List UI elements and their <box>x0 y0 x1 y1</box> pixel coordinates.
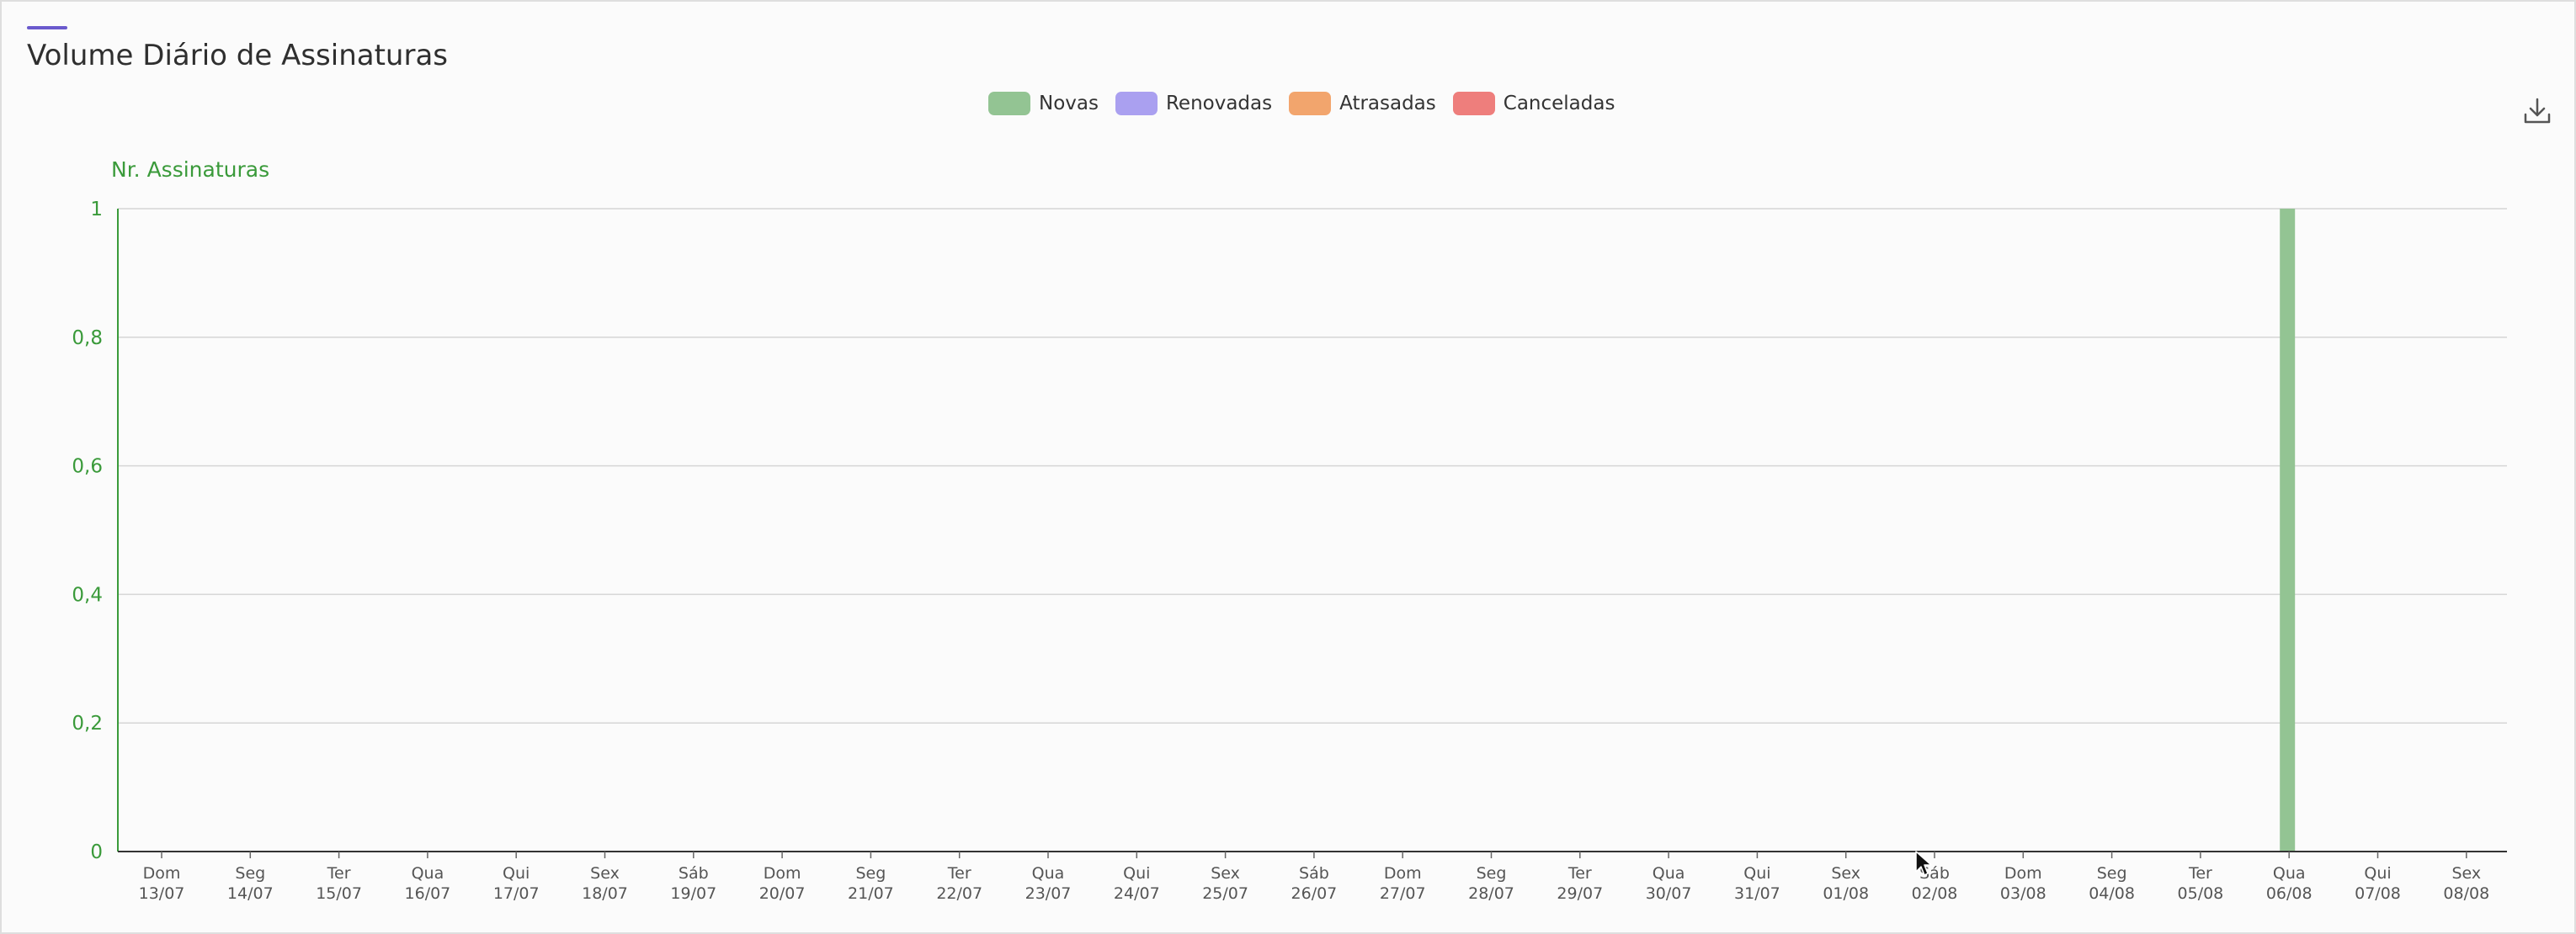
x-tick-label-date: 17/07 <box>493 884 540 903</box>
legend-swatch-novas <box>988 92 1030 115</box>
x-tick-label-date: 22/07 <box>936 884 982 903</box>
chart-title: Volume Diário de Assinaturas <box>27 39 448 72</box>
x-tick-label-day: Sáb <box>1299 864 1329 883</box>
x-tick-label-date: 31/07 <box>1734 884 1780 903</box>
title-accent-line <box>27 26 67 29</box>
x-tick-label-day: Qua <box>1032 864 1065 883</box>
x-tick-label-date: 26/07 <box>1291 884 1338 903</box>
x-tick-label-day: Sex <box>1211 864 1240 883</box>
x-tick-label-date: 19/07 <box>670 884 716 903</box>
y-tick-label: 0,8 <box>72 327 103 349</box>
chart-legend: Novas Renovadas Atrasadas Canceladas <box>988 89 1615 118</box>
x-tick-label-day: Sáb <box>679 864 709 883</box>
download-icon <box>2524 98 2551 124</box>
y-tick-label: 1 <box>90 199 103 220</box>
x-tick-label-date: 25/07 <box>1202 884 1248 903</box>
x-tick-label-day: Qua <box>1653 864 1685 883</box>
x-tick-label-date: 18/07 <box>582 884 628 903</box>
x-tick-label-day: Sex <box>1831 864 1860 883</box>
x-tick-label-day: Ter <box>327 864 351 883</box>
x-tick-label-date: 24/07 <box>1114 884 1160 903</box>
x-tick-label-date: 01/08 <box>1823 884 1869 903</box>
x-tick-label-day: Qui <box>1743 864 1770 883</box>
x-tick-label-day: Seg <box>2097 864 2127 883</box>
x-tick-label-date: 27/07 <box>1380 884 1426 903</box>
x-tick-label-date: 06/08 <box>2266 884 2313 903</box>
legend-item-renovadas[interactable]: Renovadas <box>1115 92 1272 115</box>
legend-swatch-atrasadas <box>1289 92 1332 115</box>
x-tick-label-date: 20/07 <box>759 884 806 903</box>
x-tick-label-date: 30/07 <box>1646 884 1692 903</box>
x-tick-label-day: Seg <box>855 864 886 883</box>
x-tick-label-day: Seg <box>235 864 265 883</box>
x-tick-label-date: 07/08 <box>2355 884 2401 903</box>
legend-item-canceladas[interactable]: Canceladas <box>1452 92 1615 115</box>
x-tick-label-day: Qua <box>412 864 444 883</box>
x-tick-label-day: Sex <box>590 864 620 883</box>
x-tick-label-day: Sáb <box>1919 864 1950 883</box>
y-tick-label: 0,2 <box>72 713 103 735</box>
y-tick-label: 0,4 <box>72 584 103 606</box>
x-tick-label-date: 28/07 <box>1468 884 1514 903</box>
x-tick-label-date: 14/07 <box>227 884 274 903</box>
legend-label-atrasadas: Atrasadas <box>1339 93 1436 114</box>
x-tick-label-day: Seg <box>1477 864 1507 883</box>
x-tick-label-date: 21/07 <box>848 884 894 903</box>
x-tick-label-date: 02/08 <box>1912 884 1958 903</box>
x-tick-label-day: Qui <box>2364 864 2391 883</box>
x-tick-label-date: 04/08 <box>2089 884 2135 903</box>
x-tick-label-day: Qua <box>2273 864 2306 883</box>
x-tick-label-date: 15/07 <box>316 884 362 903</box>
x-tick-label-date: 16/07 <box>405 884 451 903</box>
x-tick-label-date: 08/08 <box>2443 884 2489 903</box>
x-tick-label-date: 13/07 <box>139 884 185 903</box>
x-tick-label-day: Ter <box>1567 864 1592 883</box>
bar-novas <box>2280 209 2296 852</box>
x-tick-label-day: Dom <box>764 864 801 883</box>
x-tick-label-date: 03/08 <box>2000 884 2046 903</box>
y-axis-label: Nr. Assinaturas <box>111 157 269 182</box>
x-tick-label-date: 05/08 <box>2178 884 2224 903</box>
x-tick-label-day: Ter <box>2188 864 2212 883</box>
x-tick-label-day: Qui <box>1123 864 1150 883</box>
x-tick-label-date: 29/07 <box>1557 884 1603 903</box>
legend-label-novas: Novas <box>1039 93 1099 114</box>
legend-swatch-canceladas <box>1452 92 1495 115</box>
mouse-cursor-icon <box>1915 851 1932 876</box>
download-button[interactable] <box>2520 94 2554 128</box>
legend-item-novas[interactable]: Novas <box>988 92 1099 115</box>
legend-item-atrasadas[interactable]: Atrasadas <box>1289 92 1436 115</box>
x-tick-label-date: 23/07 <box>1025 884 1072 903</box>
x-tick-label-day: Dom <box>143 864 181 883</box>
x-tick-label-day: Sex <box>2451 864 2481 883</box>
x-tick-label-day: Dom <box>1384 864 1422 883</box>
legend-swatch-renovadas <box>1115 92 1158 115</box>
legend-label-renovadas: Renovadas <box>1165 93 1273 114</box>
x-tick-label-day: Ter <box>947 864 971 883</box>
x-tick-label-day: Qui <box>503 864 530 883</box>
y-tick-label: 0,6 <box>72 456 103 478</box>
legend-label-canceladas: Canceladas <box>1503 93 1615 114</box>
y-tick-label: 0 <box>90 841 103 863</box>
x-tick-label-day: Dom <box>2004 864 2042 883</box>
